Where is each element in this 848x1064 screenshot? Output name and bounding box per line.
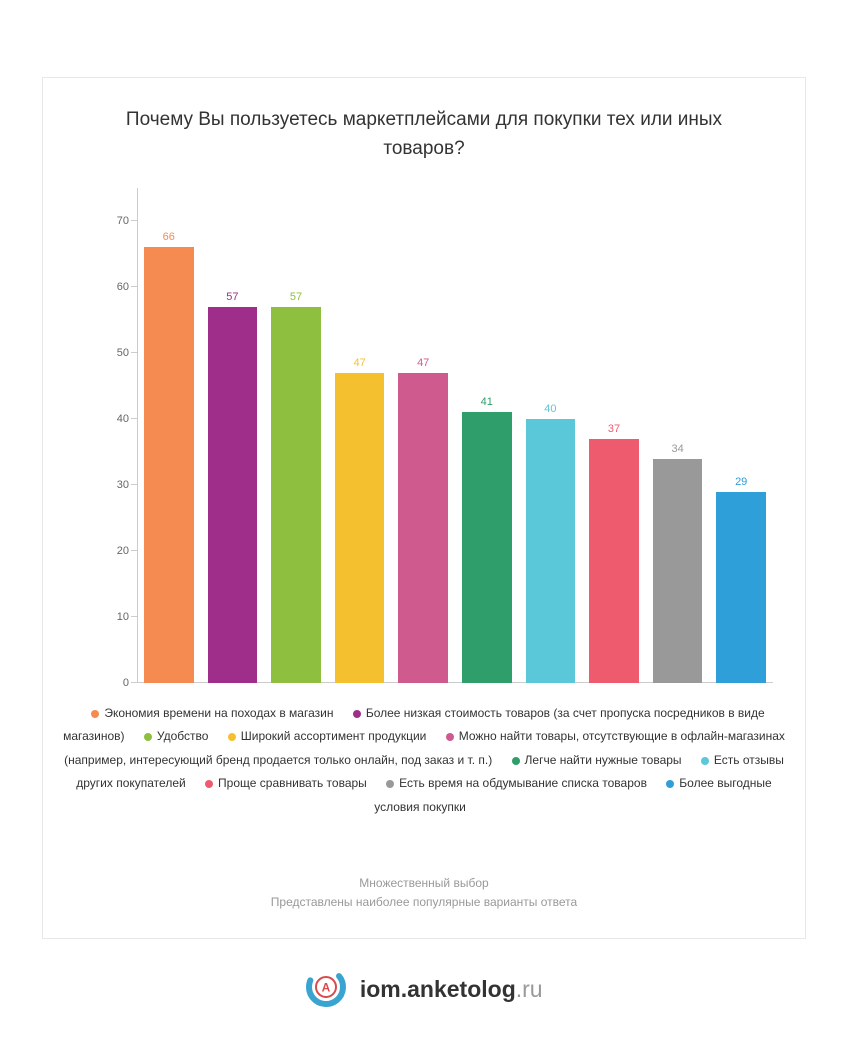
svg-text:А: А <box>322 981 331 995</box>
y-tick-label: 70 <box>117 215 129 227</box>
logo-main: iom.anketolog <box>360 976 516 1002</box>
legend-label: Проще сравнивать товары <box>218 776 367 790</box>
bar-value-label: 37 <box>589 423 639 435</box>
bar: 37 <box>589 439 639 683</box>
footnote-line2: Представлены наиболее популярные вариант… <box>43 893 805 912</box>
legend-swatch <box>228 733 236 741</box>
bar: 40 <box>526 419 576 683</box>
bar: 66 <box>144 247 194 683</box>
bar-value-label: 47 <box>335 357 385 369</box>
bar: 34 <box>653 459 703 683</box>
bar-value-label: 41 <box>462 396 512 408</box>
bar-value-label: 47 <box>398 357 448 369</box>
y-tick-label: 10 <box>117 611 129 623</box>
bar-value-label: 57 <box>208 291 258 303</box>
legend-item: Широкий ассортимент продукции <box>228 729 427 743</box>
legend-label: Широкий ассортимент продукции <box>241 729 427 743</box>
chart-footnote: Множественный выбор Представлены наиболе… <box>43 874 805 912</box>
chart-title: Почему Вы пользуетесь маркетплейсами для… <box>43 78 805 163</box>
y-tick-label: 30 <box>117 479 129 491</box>
legend: Экономия времени на походах в магазин Бо… <box>63 702 785 819</box>
legend-swatch <box>701 757 709 765</box>
y-tick-label: 20 <box>117 545 129 557</box>
y-tick-label: 60 <box>117 281 129 293</box>
bar-value-label: 34 <box>653 443 703 455</box>
bar: 57 <box>208 307 258 683</box>
legend-swatch <box>512 757 520 765</box>
legend-swatch <box>91 710 99 718</box>
y-tick-label: 0 <box>123 677 129 689</box>
legend-label: Экономия времени на походах в магазин <box>104 706 333 720</box>
bar: 29 <box>716 492 766 683</box>
footnote-line1: Множественный выбор <box>43 874 805 893</box>
legend-swatch <box>386 780 394 788</box>
legend-label: Легче найти нужные товары <box>525 753 682 767</box>
bar: 47 <box>398 373 448 683</box>
legend-swatch <box>205 780 213 788</box>
legend-item: Проще сравнивать товары <box>205 776 367 790</box>
bar: 41 <box>462 412 512 683</box>
legend-swatch <box>144 733 152 741</box>
logo-domain: .ru <box>516 976 543 1002</box>
bar-value-label: 66 <box>144 231 194 243</box>
bar-value-label: 57 <box>271 291 321 303</box>
legend-item: Есть время на обдумывание списка товаров <box>386 776 647 790</box>
legend-item: Экономия времени на походах в магазин <box>91 706 333 720</box>
plot-area: 010203040506070 66575747474140373429 <box>103 188 773 683</box>
logo-icon: А <box>305 966 347 1013</box>
legend-swatch <box>666 780 674 788</box>
y-tick-label: 50 <box>117 347 129 359</box>
chart-card: Почему Вы пользуетесь маркетплейсами для… <box>42 77 806 939</box>
legend-label: Есть время на обдумывание списка товаров <box>399 776 647 790</box>
bars-container: 66575747474140373429 <box>137 188 773 683</box>
logo: А iom.anketolog.ru <box>0 966 848 1013</box>
y-tick-label: 40 <box>117 413 129 425</box>
legend-item: Удобство <box>144 729 209 743</box>
bar: 47 <box>335 373 385 683</box>
legend-swatch <box>446 733 454 741</box>
logo-text: iom.anketolog.ru <box>360 976 543 1003</box>
legend-item: Легче найти нужные товары <box>512 753 682 767</box>
bar-value-label: 40 <box>526 403 576 415</box>
legend-label: Удобство <box>157 729 209 743</box>
bar: 57 <box>271 307 321 683</box>
bar-value-label: 29 <box>716 476 766 488</box>
legend-swatch <box>353 710 361 718</box>
